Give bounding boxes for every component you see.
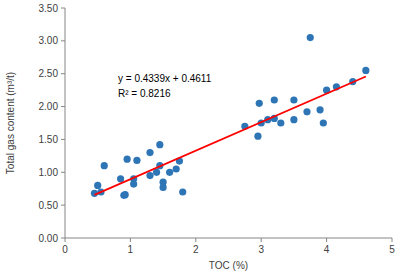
chart: 0.00 0.50 1.00 1.50 2.00 2.50 3.00 3.50 0 1 2 3 4 5 TO… bbox=[0, 0, 400, 273]
x-tick bbox=[261, 238, 262, 242]
x-tick bbox=[195, 238, 196, 242]
point bbox=[277, 119, 284, 126]
x-tick bbox=[130, 238, 131, 242]
point bbox=[307, 34, 314, 41]
x-tick bbox=[326, 238, 327, 242]
point bbox=[101, 162, 108, 169]
point bbox=[124, 156, 131, 163]
y-tick-label: 3.50 bbox=[39, 3, 59, 14]
annotation: R² = 0.8216 bbox=[118, 88, 171, 99]
y-tick bbox=[61, 73, 65, 74]
x-axis-line bbox=[65, 238, 392, 239]
y-tick bbox=[61, 106, 65, 107]
point bbox=[254, 133, 261, 140]
x-tick bbox=[65, 238, 66, 242]
point bbox=[256, 100, 263, 107]
point bbox=[160, 184, 167, 191]
point bbox=[290, 96, 297, 103]
y-tick-label: 1.00 bbox=[39, 167, 59, 178]
y-tick bbox=[61, 172, 65, 173]
point bbox=[316, 106, 323, 113]
y-tick bbox=[61, 139, 65, 140]
point bbox=[179, 188, 186, 195]
point bbox=[303, 108, 310, 115]
y-tick-label: 0.50 bbox=[39, 200, 59, 211]
y-tick bbox=[61, 8, 65, 9]
point bbox=[94, 182, 101, 189]
x-tick bbox=[392, 238, 393, 242]
x-tick-label: 2 bbox=[193, 244, 199, 255]
x-tick-label: 5 bbox=[389, 244, 395, 255]
point bbox=[166, 169, 173, 176]
y-tick-label: 0.00 bbox=[39, 233, 59, 244]
plot-data bbox=[91, 34, 370, 199]
point bbox=[290, 116, 297, 123]
y-tick bbox=[61, 238, 65, 239]
point bbox=[173, 165, 180, 172]
point bbox=[146, 149, 153, 156]
y-axis-title: Total gas content (m³/t) bbox=[5, 72, 16, 174]
point bbox=[156, 141, 163, 148]
x-tick-label: 3 bbox=[258, 244, 264, 255]
x-tick-label: 0 bbox=[62, 244, 68, 255]
y-tick-label: 2.00 bbox=[39, 101, 59, 112]
y-tick bbox=[61, 205, 65, 206]
x-tick-label: 4 bbox=[324, 244, 330, 255]
y-tick-label: 2.50 bbox=[39, 68, 59, 79]
point bbox=[146, 172, 153, 179]
trendline bbox=[94, 77, 365, 195]
point bbox=[122, 191, 129, 198]
y-tick-label: 1.50 bbox=[39, 134, 59, 145]
point bbox=[271, 96, 278, 103]
point bbox=[133, 157, 140, 164]
x-axis-title: TOC (%) bbox=[209, 260, 248, 271]
y-axis-line bbox=[65, 8, 66, 238]
point bbox=[362, 67, 369, 74]
y-tick bbox=[61, 40, 65, 41]
point bbox=[320, 119, 327, 126]
point bbox=[117, 175, 124, 182]
y-tick-label: 3.00 bbox=[39, 35, 59, 46]
annotation: y = 0.4339x + 0.4611 bbox=[118, 73, 212, 84]
x-tick-label: 1 bbox=[128, 244, 134, 255]
